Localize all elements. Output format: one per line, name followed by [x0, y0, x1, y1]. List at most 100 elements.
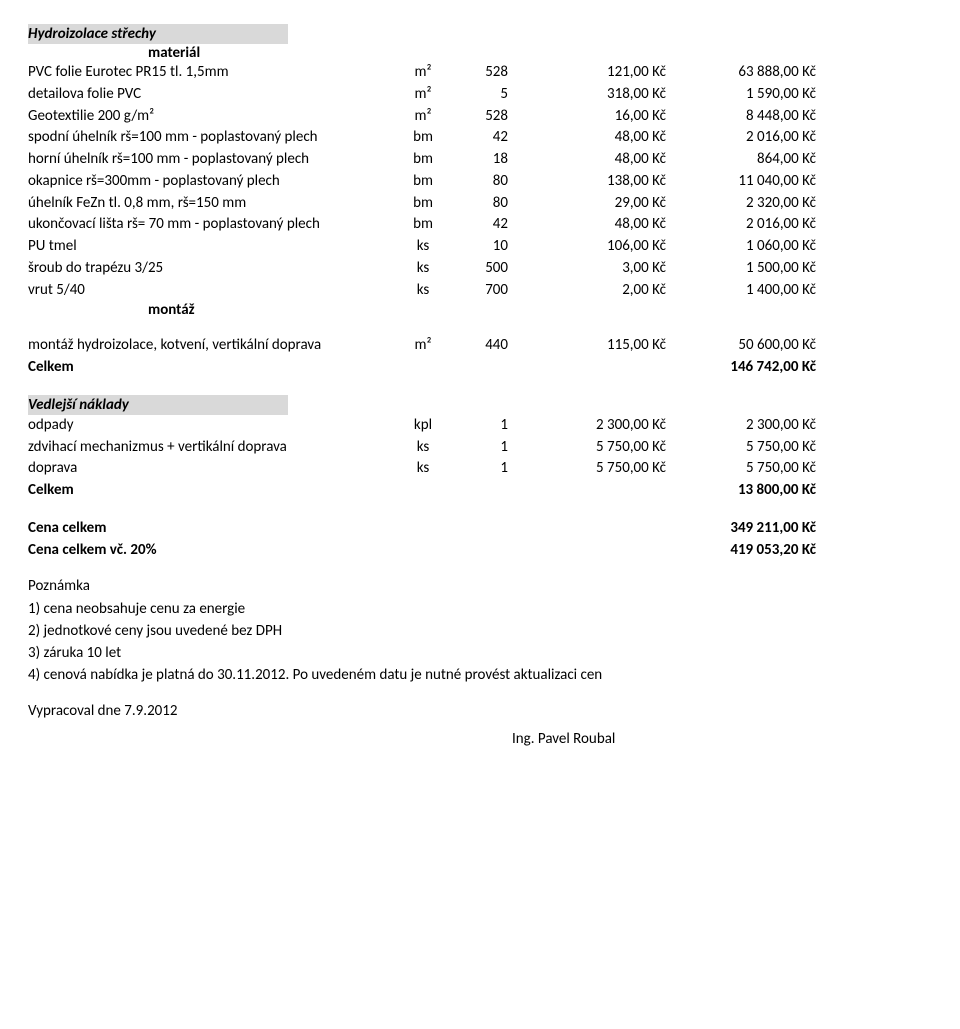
cell-total: 864,00 Kč — [666, 149, 816, 171]
cell-total: 63 888,00 Kč — [666, 62, 816, 84]
cell-price: 48,00 Kč — [516, 127, 666, 149]
vedlejsi-title: Vedlejší náklady — [28, 395, 288, 415]
montaz-heading: montáž — [28, 301, 932, 319]
cell-price: 29,00 Kč — [516, 193, 666, 215]
cell-qty: 500 — [448, 258, 516, 280]
table-row: horní úhelník rš=100 mm - poplastovaný p… — [28, 149, 932, 171]
cell-unit: m² — [398, 335, 448, 357]
cena-label: Cena celkem — [28, 518, 398, 540]
table-row: spodní úhelník rš=100 mm - poplastovaný … — [28, 127, 932, 149]
note-item: 1) cena neobsahuje cenu za energie — [28, 599, 932, 621]
cell-desc: šroub do trapézu 3/25 — [28, 258, 398, 280]
note-item: 4) cenová nabídka je platná do 30.11.201… — [28, 665, 932, 687]
table-row: doprava ks 1 5 750,00 Kč 5 750,00 Kč — [28, 458, 932, 480]
hydro-section: Hydroizolace střechy materiál PVC folie … — [28, 24, 932, 379]
cena-vc-total: 419 053,20 Kč — [666, 540, 816, 562]
cell-total: 1 500,00 Kč — [666, 258, 816, 280]
cell-desc: PU tmel — [28, 236, 398, 258]
cell-unit: m² — [398, 106, 448, 128]
cell-unit: ks — [398, 236, 448, 258]
cell-desc: montáž hydroizolace, kotvení, vertikální… — [28, 335, 398, 357]
note-item: 2) jednotkové ceny jsou uvedené bez DPH — [28, 621, 932, 643]
cell-unit: ks — [398, 280, 448, 302]
hydro-title: Hydroizolace střechy — [28, 24, 288, 44]
table-row: PU tmel ks 10 106,00 Kč 1 060,00 Kč — [28, 236, 932, 258]
table-row: montáž hydroizolace, kotvení, vertikální… — [28, 335, 932, 357]
cell-desc: vrut 5/40 — [28, 280, 398, 302]
cell-desc: PVC folie Eurotec PR15 tl. 1,5mm — [28, 62, 398, 84]
cell-total: 2 016,00 Kč — [666, 214, 816, 236]
cell-qty: 1 — [448, 437, 516, 459]
cell-unit: m² — [398, 62, 448, 84]
cell-total: 1 400,00 Kč — [666, 280, 816, 302]
cell-qty: 5 — [448, 84, 516, 106]
cell-price: 121,00 Kč — [516, 62, 666, 84]
cell-price: 16,00 Kč — [516, 106, 666, 128]
cell-desc: úhelník FeZn tl. 0,8 mm, rš=150 mm — [28, 193, 398, 215]
table-row: ukončovací lišta rš= 70 mm - poplastovan… — [28, 214, 932, 236]
cell-total: 5 750,00 Kč — [666, 437, 816, 459]
celkem-label: Celkem — [28, 480, 398, 502]
cell-price: 48,00 Kč — [516, 149, 666, 171]
table-row: zdvihací mechanizmus + vertikální doprav… — [28, 437, 932, 459]
table-row: okapnice rš=300mm - poplastovaný plech b… — [28, 171, 932, 193]
notes-heading: Poznámka — [28, 577, 932, 595]
signer-name: Ing. Pavel Roubal — [112, 730, 932, 748]
cell-qty: 10 — [448, 236, 516, 258]
cell-price: 2,00 Kč — [516, 280, 666, 302]
cell-desc: detailova folie PVC — [28, 84, 398, 106]
cell-price: 106,00 Kč — [516, 236, 666, 258]
material-heading: materiál — [28, 44, 932, 62]
cell-total: 2 300,00 Kč — [666, 415, 816, 437]
cell-qty: 1 — [448, 458, 516, 480]
cell-qty: 18 — [448, 149, 516, 171]
note-item: 3) záruka 10 let — [28, 643, 932, 665]
cena-row: Cena celkem 349 211,00 Kč — [28, 518, 932, 540]
cell-unit: bm — [398, 193, 448, 215]
cell-unit: kpl — [398, 415, 448, 437]
notes-section: Poznámka 1) cena neobsahuje cenu za ener… — [28, 577, 932, 686]
cell-qty: 528 — [448, 62, 516, 84]
cell-total: 1 060,00 Kč — [666, 236, 816, 258]
cell-total: 5 750,00 Kč — [666, 458, 816, 480]
celkem-label: Celkem — [28, 357, 398, 379]
table-row: vrut 5/40 ks 700 2,00 Kč 1 400,00 Kč — [28, 280, 932, 302]
cell-qty: 80 — [448, 171, 516, 193]
cell-total: 2 320,00 Kč — [666, 193, 816, 215]
cell-unit: ks — [398, 258, 448, 280]
table-row: detailova folie PVC m² 5 318,00 Kč 1 590… — [28, 84, 932, 106]
cell-total: 2 016,00 Kč — [666, 127, 816, 149]
cell-price: 3,00 Kč — [516, 258, 666, 280]
cena-total: 349 211,00 Kč — [666, 518, 816, 540]
cell-desc: okapnice rš=300mm - poplastovaný plech — [28, 171, 398, 193]
cell-price: 138,00 Kč — [516, 171, 666, 193]
cena-vc-label: Cena celkem vč. 20% — [28, 540, 398, 562]
cell-price: 5 750,00 Kč — [516, 437, 666, 459]
cell-total: 50 600,00 Kč — [666, 335, 816, 357]
celkem-total: 146 742,00 Kč — [666, 357, 816, 379]
cell-unit: bm — [398, 171, 448, 193]
cell-desc: spodní úhelník rš=100 mm - poplastovaný … — [28, 127, 398, 149]
cell-unit: m² — [398, 84, 448, 106]
cell-price: 48,00 Kč — [516, 214, 666, 236]
cell-desc: doprava — [28, 458, 398, 480]
cell-qty: 700 — [448, 280, 516, 302]
cell-total: 8 448,00 Kč — [666, 106, 816, 128]
celkem-row: Celkem 146 742,00 Kč — [28, 357, 932, 379]
cell-price: 5 750,00 Kč — [516, 458, 666, 480]
table-row: odpady kpl 1 2 300,00 Kč 2 300,00 Kč — [28, 415, 932, 437]
cell-price: 318,00 Kč — [516, 84, 666, 106]
prepared-by: Vypracoval dne 7.9.2012 — [28, 702, 932, 720]
cell-total: 11 040,00 Kč — [666, 171, 816, 193]
table-row: PVC folie Eurotec PR15 tl. 1,5mm m² 528 … — [28, 62, 932, 84]
cell-unit: bm — [398, 149, 448, 171]
cell-price: 2 300,00 Kč — [516, 415, 666, 437]
cell-qty: 80 — [448, 193, 516, 215]
table-row: Geotextilie 200 g/m² m² 528 16,00 Kč 8 4… — [28, 106, 932, 128]
vedlejsi-section: Vedlejší náklady odpady kpl 1 2 300,00 K… — [28, 395, 932, 502]
cell-price: 115,00 Kč — [516, 335, 666, 357]
cell-desc: odpady — [28, 415, 398, 437]
cell-qty: 1 — [448, 415, 516, 437]
cena-vc-row: Cena celkem vč. 20% 419 053,20 Kč — [28, 540, 932, 562]
cell-total: 1 590,00 Kč — [666, 84, 816, 106]
